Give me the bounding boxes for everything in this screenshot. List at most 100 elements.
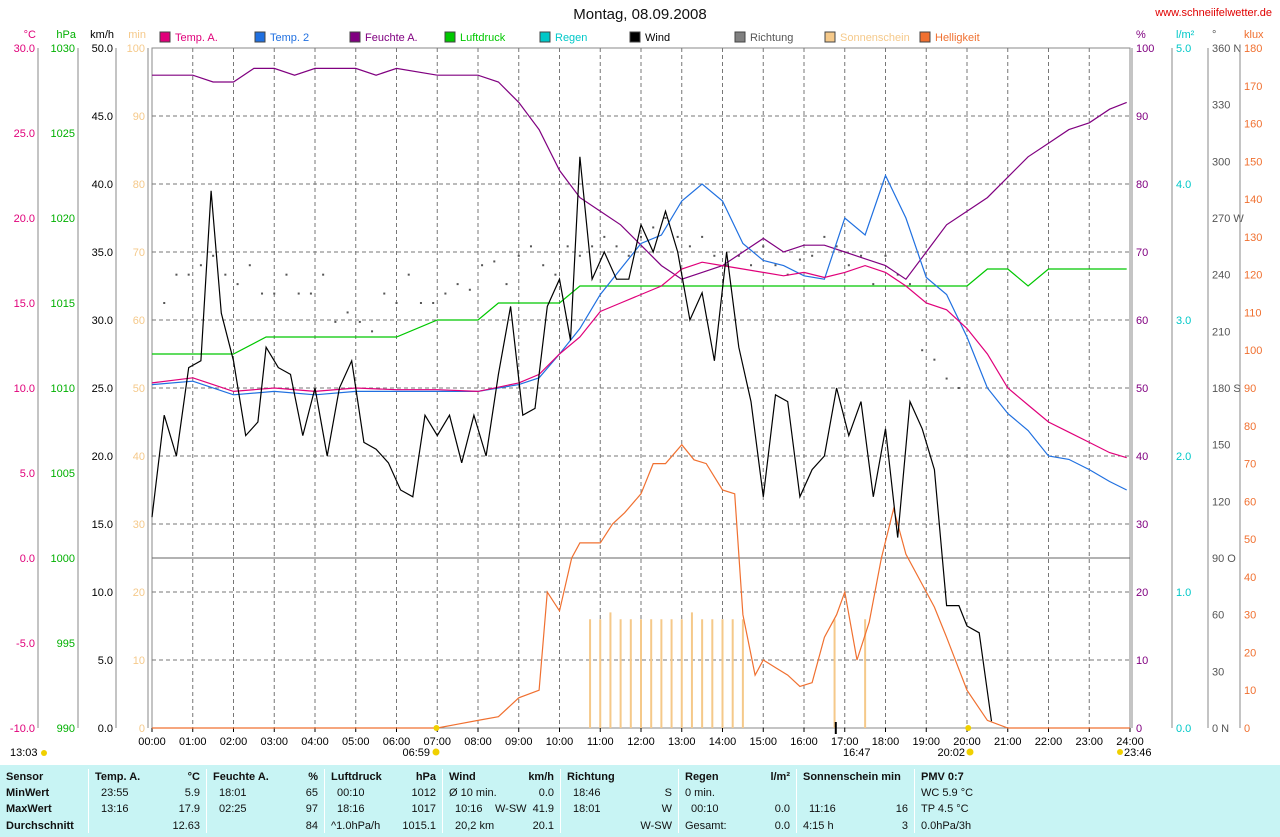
axis-tick-label: 990 [57,723,75,735]
axis-tick-label: 0 [139,723,145,735]
temp-max-time: 13:16 [101,803,129,815]
axis-tick-label: 0.0 [98,723,113,735]
sun-max-time: 11:16 [809,803,836,815]
axis-tick-label: -10.0 [10,723,35,735]
axis-tick-label: 240 [1212,270,1230,282]
axis-tick-label: 40.0 [92,179,113,191]
direction-point [371,330,374,333]
direction-point [224,273,227,276]
axis-tick-label: 70 [133,247,145,259]
axis-tick-label: 160 [1244,119,1262,131]
legend-swatch [824,31,836,43]
sunset-label: 20:02 [937,747,965,759]
sun-avg: 3 [901,820,908,832]
direction-point [713,254,716,257]
legend-swatch [734,31,746,43]
pmv-dp: 0.0hPa/3h [921,820,972,832]
x-tick-label: 13:00 [668,736,696,748]
axis-tick-label: 10 [133,655,145,667]
legend-swatch [159,31,171,43]
direction-point [432,302,435,304]
x-tick-label: 24:00 [1116,736,1144,748]
axis-tick-label: -5.0 [16,638,35,650]
axis-tick-label: 70 [1244,459,1256,471]
axis-tick-label: 20.0 [92,451,113,463]
site-link[interactable]: www.schneiifelwetter.de [1155,7,1272,19]
x-tick-label: 20:00 [953,736,981,748]
wind-min-label: Ø 10 min. [449,787,497,799]
direction-point [273,292,276,295]
pressure-min: 1012 [411,787,436,799]
axis-tick-label: 1010 [51,383,75,395]
x-tick-label: 19:00 [912,736,940,748]
axis-tick-label: 995 [57,638,75,650]
axis-tick-label: 3.0 [1176,315,1191,327]
direction-point [957,387,960,389]
temp-avg: 12.63 [172,820,200,832]
direction-point [847,264,850,267]
axis-tick-label: 100 [127,43,145,55]
series-feuchte-a- [152,67,1127,281]
axis-tick-label: 1.0 [1176,587,1191,599]
x-tick-label: 08:00 [464,736,492,748]
axis-tick-label: 1000 [51,553,75,565]
axis-unit: °C [24,29,36,41]
direction-point [860,254,863,257]
x-tick-label: 02:00 [220,736,248,748]
axis-tick-label: 25.0 [14,128,35,140]
direction-point [725,264,728,267]
direction-point [554,273,557,276]
axis-tick-label: 40 [133,451,145,463]
humidity-header: Feuchte A. [213,771,269,783]
direction-point [248,264,251,267]
rain-total-label: Gesamt: [685,820,727,832]
stats-col-sensor: Sensor MinWert MaxWert Durchschnitt [0,765,88,837]
x-tick-label: 00:00 [138,736,166,748]
axis-tick-label: 80 [1244,421,1256,433]
axis-tick-label: 90 O [1212,553,1236,565]
legend-label: Temp. 2 [270,32,309,44]
axis-tick-label: 1025 [51,128,75,140]
direction-min: S [664,787,672,799]
wind-min: 0.0 [538,787,554,799]
axis-tick-label: 20 [1136,587,1148,599]
axis-tick-label: 5.0 [20,468,35,480]
x-tick-label: 03:00 [260,736,288,748]
temp-min-time: 23:55 [101,787,129,799]
direction-point [591,245,594,248]
rain-max: 0.0 [774,803,790,815]
axis-tick-label: 50 [133,383,145,395]
axis-tick-label: 10 [1244,685,1256,697]
axis-tick-label: 5.0 [1176,43,1191,55]
axis-tick-label: 30.0 [14,43,35,55]
axis-tick-label: 60 [1212,610,1224,622]
direction-max: W [661,803,672,815]
direction-point [407,273,410,276]
direction-min-time: 18:46 [573,787,601,799]
axis-tick-label: 90 [133,111,145,123]
axis-unit: ° [1212,29,1216,41]
x-tick-label: 09:00 [505,736,533,748]
wind-max-dir: W-SW [495,803,527,815]
axis-tick-label: 80 [133,179,145,191]
axis-tick-label: 30 [133,519,145,531]
sun-total: 4:15 h [803,820,834,832]
axis-tick-label: 100 [1136,43,1154,55]
axis-tick-label: 180 [1244,43,1262,55]
direction-point [664,217,667,219]
humidity-max: 97 [305,803,318,815]
sun-header: Sonnenschein min [803,771,901,783]
axis-tick-label: 80 [1136,179,1148,191]
legend-swatch [629,31,641,43]
row-label: MaxWert [6,803,52,815]
direction-point [493,260,496,263]
axis-tick-label: 100 [1244,345,1262,357]
axis-tick-label: 0 [1136,723,1142,735]
wind-max-time: 10:16 [455,803,483,815]
axis-tick-label: 170 [1244,81,1262,93]
axis-tick-label: 50 [1136,383,1148,395]
axis-tick-label: 30 [1136,519,1148,531]
sun-max: 16 [895,803,908,815]
pressure-avg: 1015.1 [402,820,436,832]
axis-tick-label: 10 [1136,655,1148,667]
